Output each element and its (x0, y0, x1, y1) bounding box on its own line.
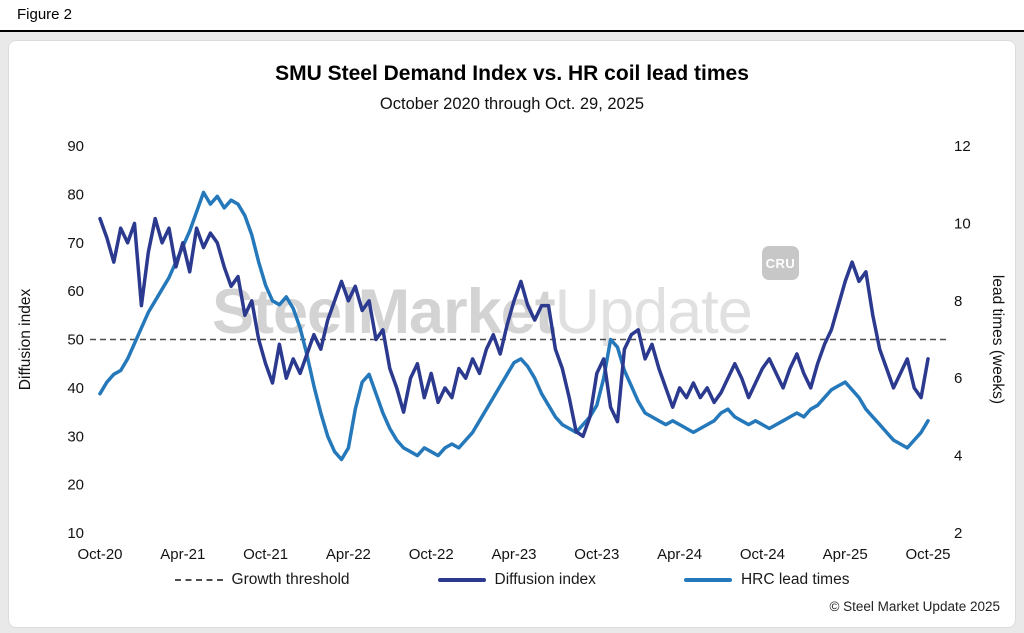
x-axis-tick-label: Apr-21 (160, 546, 205, 563)
diffusion-index-line (98, 216, 930, 439)
watermark-text-update: Update (554, 277, 753, 347)
legend-label-diffusion-index: Diffusion index (494, 571, 596, 588)
x-axis-tick-label: Oct-24 (740, 546, 785, 563)
right-axis-tick-label: 6 (954, 370, 962, 387)
left-axis-tick-label: 70 (67, 235, 84, 252)
right-axis-tick-label: 10 (954, 215, 971, 232)
left-axis-title: Diffusion index (17, 289, 34, 391)
hrc-lead-times-swatch (683, 578, 732, 582)
legend-label-hrc-lead-times: HRC lead times (740, 571, 850, 588)
x-axis-tick-label: Oct-22 (409, 546, 454, 563)
diffusion-index-swatch (437, 578, 486, 582)
legend-label-growth-threshold: Growth threshold (231, 571, 350, 588)
x-axis-tick-label: Apr-24 (657, 546, 702, 563)
right-axis-tick-label: 8 (954, 293, 962, 310)
left-axis-tick-label: 50 (67, 332, 84, 349)
cru-logo: CRU (762, 246, 799, 280)
x-axis-tick-label: Oct-21 (243, 546, 288, 563)
legend-item-growth-threshold: Growth threshold (174, 571, 350, 589)
x-axis-tick-label: Apr-25 (823, 546, 868, 563)
copyright-text: © Steel Market Update 2025 (829, 599, 1000, 614)
left-axis-tick-label: 80 (67, 186, 84, 203)
x-axis-tick-label: Apr-23 (491, 546, 536, 563)
left-axis-tick-label: 90 (67, 138, 84, 155)
chart-legend: Growth threshold Diffusion index HRC lea… (0, 571, 1024, 589)
chart-subtitle: October 2020 through Oct. 29, 2025 (379, 95, 645, 113)
x-axis-tick-label: Apr-22 (326, 546, 371, 563)
right-axis-tick-label: 4 (954, 448, 962, 465)
right-axis-title: lead times (weeks) (989, 275, 1006, 404)
right-axis-tick-label: 12 (954, 138, 971, 155)
x-axis-tick-label: Oct-25 (905, 546, 950, 563)
left-axis-tick-label: 10 (67, 525, 84, 542)
left-axis-tick-label: 60 (67, 283, 84, 300)
left-axis-tick-label: 20 (67, 477, 84, 494)
chart-title: SMU Steel Demand Index vs. HR coil lead … (275, 62, 749, 85)
hrc-lead-times-line (98, 190, 930, 462)
left-axis-tick-label: 40 (67, 380, 84, 397)
x-axis-tick-label: Oct-20 (77, 546, 122, 563)
growth-threshold-swatch (174, 579, 223, 581)
legend-item-diffusion-index: Diffusion index (437, 571, 596, 589)
chart-card (8, 40, 1016, 628)
legend-item-hrc-lead-times: HRC lead times (683, 571, 850, 589)
figure-header: Figure 2 (0, 0, 1024, 32)
right-axis-tick-label: 2 (954, 525, 962, 542)
left-axis-tick-label: 30 (67, 428, 84, 445)
x-axis-tick-label: Oct-23 (574, 546, 619, 563)
figure-label: Figure 2 (17, 6, 73, 23)
